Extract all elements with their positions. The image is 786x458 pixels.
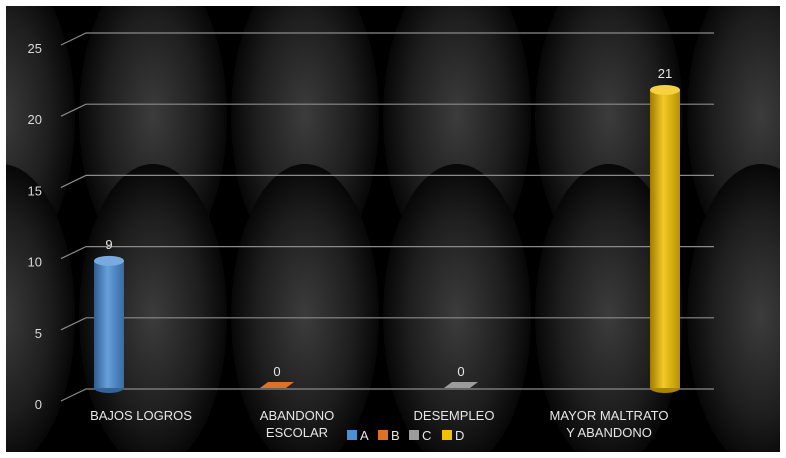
gridline [60, 246, 714, 260]
legend-item: B [378, 428, 400, 443]
x-axis-categories: BAJOS LOGROS ABANDONO ESCOLAR DESEMPLEO MAYO… [90, 408, 668, 440]
y-tick-label: 0 [35, 397, 42, 412]
legend: A B C D [347, 428, 464, 443]
gridline [60, 317, 714, 331]
y-axis-ticks: 0 5 10 15 20 25 [28, 41, 42, 412]
bar [260, 382, 294, 388]
legend-label: A [360, 428, 369, 443]
legend-swatch [409, 430, 419, 440]
y-tick-label: 20 [28, 112, 42, 127]
category-label: ABANDONO ESCOLAR [260, 408, 334, 440]
background-oval [687, 164, 786, 458]
data-label: 0 [457, 364, 464, 379]
background-oval [383, 164, 531, 458]
legend-label: D [455, 428, 464, 443]
legend-item: A [347, 428, 369, 443]
bar-body [94, 260, 124, 388]
y-tick-label: 25 [28, 41, 42, 56]
gridline [60, 103, 714, 117]
gridline [60, 174, 714, 188]
bars [94, 84, 680, 393]
data-label: 9 [105, 237, 112, 252]
category-label: BAJOS LOGROS [90, 408, 192, 423]
y-tick-label: 15 [28, 183, 42, 198]
y-tick-label: 5 [35, 326, 42, 341]
legend-item: D [442, 428, 464, 443]
legend-label: B [391, 428, 400, 443]
bar-top [650, 84, 680, 95]
category-label: MAYOR MALTRATO Y ABANDONO [550, 408, 669, 440]
legend-swatch [347, 430, 357, 440]
background-oval [0, 164, 75, 458]
bar [650, 84, 680, 393]
data-label: 0 [273, 364, 280, 379]
bar-top [94, 255, 124, 266]
gridlines [60, 32, 714, 402]
bar [94, 255, 124, 393]
legend-swatch [378, 430, 388, 440]
background-oval [535, 164, 683, 458]
y-tick-label: 10 [28, 255, 42, 270]
category-label: DESEMPLEO [414, 408, 495, 423]
bar [444, 382, 478, 388]
gridline [60, 388, 714, 402]
legend-item: C [409, 428, 431, 443]
bar-body [650, 89, 680, 389]
legend-label: C [422, 428, 431, 443]
gridline [60, 32, 714, 46]
legend-swatch [442, 430, 452, 440]
data-labels: 9 0 0 21 [105, 66, 672, 379]
data-label: 21 [658, 66, 672, 81]
